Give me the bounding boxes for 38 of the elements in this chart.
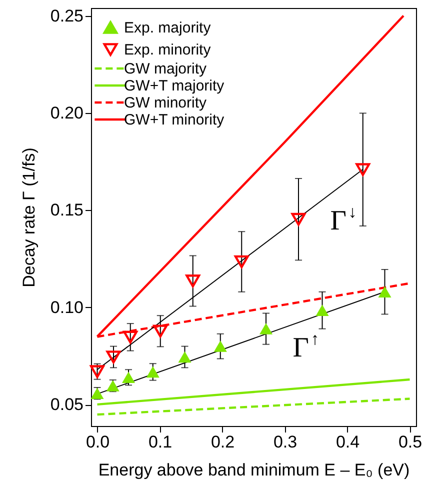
point — [186, 274, 200, 288]
legend-label: GW majority — [124, 60, 207, 78]
point — [90, 365, 104, 378]
y-tick-label: 0.05 — [50, 395, 84, 414]
point — [122, 372, 136, 384]
y-tick-label: 0.10 — [50, 298, 84, 317]
x-axis-title: Energy above band minimum E – E₀ (eV) — [98, 460, 410, 480]
point — [153, 324, 168, 338]
point — [259, 323, 273, 334]
point — [146, 366, 160, 378]
point — [214, 340, 227, 352]
y-axis-title: Decay rate Γ (1/fs) — [19, 148, 38, 288]
point — [106, 350, 121, 364]
y-tick-label: 0.20 — [50, 103, 84, 122]
point — [90, 388, 104, 399]
point — [123, 330, 138, 344]
point — [178, 351, 192, 363]
legend-label: Exp. majority — [124, 20, 212, 36]
annotation: Γ↑ — [292, 329, 320, 364]
legend-label: GW+T minority — [124, 112, 225, 128]
x-tick-label: 0.0 — [86, 432, 110, 452]
y-tick-label: 0.15 — [50, 200, 84, 220]
x-tick-label: 0.4 — [336, 432, 360, 452]
point — [106, 380, 120, 392]
x-tick-label: 0.2 — [210, 432, 235, 452]
y-tick-label: 0.25 — [50, 6, 84, 26]
x-tick-label: 0.1 — [148, 432, 172, 452]
point — [378, 286, 392, 298]
point — [316, 304, 329, 316]
annotation: Γ↓ — [330, 202, 357, 236]
legend-label: GW+T majority — [124, 78, 225, 94]
point — [291, 212, 306, 226]
legend-label: Exp. minority — [124, 42, 212, 58]
x-tick-label: 0.3 — [273, 432, 298, 452]
legend-label: GW minority — [124, 94, 207, 112]
point — [356, 163, 370, 176]
x-tick-label: 0.5 — [398, 432, 422, 452]
point — [234, 255, 249, 268]
